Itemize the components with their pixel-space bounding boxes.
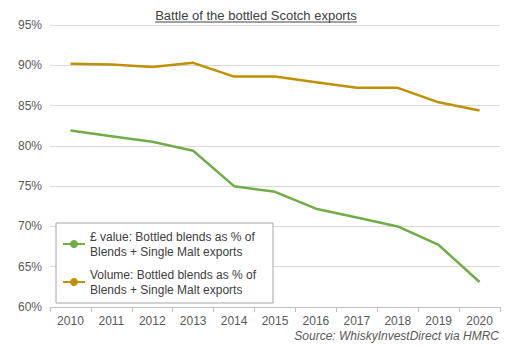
svg-text:2010: 2010 [57,314,84,328]
svg-text:85%: 85% [18,99,42,113]
svg-text:Blends + Single Malt exports: Blends + Single Malt exports [90,245,242,259]
svg-text:2018: 2018 [384,314,411,328]
svg-text:65%: 65% [18,260,42,274]
svg-text:80%: 80% [18,139,42,153]
svg-text:Volume: Bottled blends as % of: Volume: Bottled blends as % of [90,268,259,282]
svg-text:2015: 2015 [262,314,289,328]
svg-text:Blends + Single Malt exports: Blends + Single Malt exports [90,283,242,297]
svg-text:2020: 2020 [466,314,493,328]
svg-text:2014: 2014 [221,314,248,328]
svg-text:2013: 2013 [180,314,207,328]
svg-text:95%: 95% [18,18,42,32]
svg-text:2011: 2011 [98,314,124,328]
svg-text:90%: 90% [18,58,42,72]
svg-text:2017: 2017 [343,314,370,328]
svg-text:£ value: Bottled blends as % o: £ value: Bottled blends as % of [90,230,258,244]
svg-text:2019: 2019 [425,314,452,328]
svg-text:2016: 2016 [303,314,330,328]
svg-text:Source: WhiskyInvestDirect via: Source: WhiskyInvestDirect via HMRC [294,329,499,343]
svg-text:60%: 60% [18,300,42,314]
svg-text:75%: 75% [18,179,42,193]
svg-text:2012: 2012 [139,314,166,328]
svg-text:Battle of the bottled Scotch e: Battle of the bottled Scotch exports [155,8,357,23]
svg-text:70%: 70% [18,219,42,233]
